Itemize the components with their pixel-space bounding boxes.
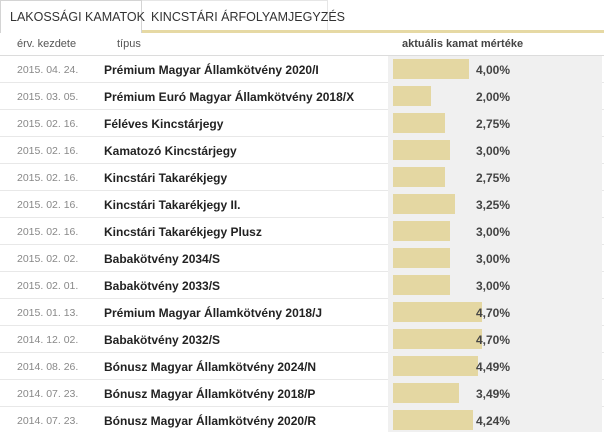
rate-bar — [393, 302, 482, 322]
row-rate-value: 4,24% — [476, 414, 511, 428]
row-security-name: Bónusz Magyar Államkötvény 2024/N — [104, 360, 317, 374]
rate-bar — [393, 113, 445, 133]
rates-table: 2015. 04. 24. Prémium Magyar Államkötvény… — [0, 56, 604, 432]
rate-bar — [393, 140, 450, 160]
table-row: 2015. 02. 16. Féléves Kincstárjegy 2,75% — [0, 110, 604, 137]
row-security-name: Prémium Euró Magyar Államkötvény 2018/X — [104, 90, 355, 104]
row-rate-cell: 3,25% — [388, 191, 602, 218]
row-rate-value: 2,75% — [476, 171, 511, 185]
row-rate-value: 4,00% — [476, 63, 511, 77]
rate-bar — [393, 221, 450, 241]
row-date: 2015. 02. 16. — [17, 226, 79, 238]
rate-bar — [393, 329, 482, 349]
row-rate-cell: 3,49% — [388, 380, 602, 407]
row-rate-cell: 3,00% — [388, 245, 602, 272]
rate-bar — [393, 383, 459, 403]
rate-bar — [393, 410, 473, 430]
row-rate-cell: 3,00% — [388, 272, 602, 299]
row-security-name: Babakötvény 2033/S — [104, 279, 221, 293]
table-row: 2014. 08. 26. Bónusz Magyar Államkötvény … — [0, 353, 604, 380]
row-rate-value: 3,00% — [476, 144, 511, 158]
table-row: 2015. 02. 02. Babakötvény 2034/S 3,00% — [0, 245, 604, 272]
row-rate-cell: 4,24% — [388, 407, 602, 432]
row-rate-value: 4,70% — [476, 306, 511, 320]
rate-bar — [393, 86, 431, 106]
rate-bar — [393, 167, 445, 187]
rate-bar — [393, 59, 469, 79]
row-rate-cell: 4,49% — [388, 353, 602, 380]
row-date: 2015. 02. 02. — [17, 253, 79, 265]
row-rate-value: 3,25% — [476, 198, 511, 212]
row-rate-cell: 2,75% — [388, 164, 602, 191]
row-security-name: Bónusz Magyar Államkötvény 2018/P — [104, 387, 316, 401]
row-rate-cell: 3,00% — [388, 137, 602, 164]
table-row: 2015. 02. 16. Kincstári Takarékjegy 2,75% — [0, 164, 604, 191]
row-rate-cell: 3,00% — [388, 218, 602, 245]
row-rate-value: 4,70% — [476, 333, 511, 347]
row-date: 2015. 02. 16. — [17, 118, 79, 130]
row-rate-cell: 4,00% — [388, 56, 602, 83]
row-rate-value: 3,00% — [476, 225, 511, 239]
row-date: 2014. 12. 02. — [17, 334, 79, 346]
row-rate-value: 3,00% — [476, 252, 511, 266]
rate-bar — [393, 356, 478, 376]
row-rate-value: 3,49% — [476, 387, 511, 401]
table-row: 2015. 01. 13. Prémium Magyar Államkötvény… — [0, 299, 604, 326]
table-row: 2014. 07. 23. Bónusz Magyar Államkötvény … — [0, 407, 604, 432]
row-security-name: Prémium Magyar Államkötvény 2018/J — [104, 306, 323, 320]
table-row: 2014. 07. 23. Bónusz Magyar Államkötvény … — [0, 380, 604, 407]
row-date: 2014. 07. 23. — [17, 415, 79, 427]
table-header: érv. kezdete típus aktuális kamat mérték… — [0, 33, 604, 55]
row-date: 2014. 08. 26. — [17, 361, 79, 373]
row-security-name: Kincstári Takarékjegy II. — [104, 198, 241, 212]
tab-kincstari-arfolyamjegyzes[interactable]: KINCSTÁRI ÁRFOLYAMJEGYZÉS — [142, 0, 345, 33]
row-rate-value: 3,00% — [476, 279, 511, 293]
header-divider — [0, 55, 604, 56]
table-row: 2015. 02. 16. Kincstári Takarékjegy Plusz… — [0, 218, 604, 245]
row-date: 2015. 03. 05. — [17, 91, 79, 103]
row-security-name: Bónusz Magyar Államkötvény 2020/R — [104, 414, 317, 428]
column-header-date: érv. kezdete — [17, 38, 77, 50]
table-row: 2014. 12. 02. Babakötvény 2032/S 4,70% — [0, 326, 604, 353]
tab-bar: LAKOSSÁGI KAMATOK KINCSTÁRI ÁRFOLYAMJEGY… — [0, 0, 604, 33]
table-row: 2015. 02. 16. Kincstári Takarékjegy II. 3,… — [0, 191, 604, 218]
rate-bar — [393, 248, 450, 268]
row-security-name: Kincstári Takarékjegy Plusz — [104, 225, 262, 239]
row-date: 2015. 02. 16. — [17, 172, 79, 184]
row-date: 2015. 02. 01. — [17, 280, 79, 292]
row-rate-cell: 2,75% — [388, 110, 602, 137]
row-rate-value: 4,49% — [476, 360, 511, 374]
row-rate-cell: 4,70% — [388, 299, 602, 326]
table-row: 2015. 02. 01. Babakötvény 2033/S 3,00% — [0, 272, 604, 299]
table-row: 2015. 02. 16. Kamatozó Kincstárjegy 3,00% — [0, 137, 604, 164]
row-rate-cell: 2,00% — [388, 83, 602, 110]
row-rate-value: 2,00% — [476, 90, 511, 104]
row-date: 2014. 07. 23. — [17, 388, 79, 400]
column-header-rate: aktuális kamat mértéke — [402, 38, 524, 50]
row-security-name: Kincstári Takarékjegy — [104, 171, 228, 185]
tab-lakossagi-kamatok[interactable]: LAKOSSÁGI KAMATOK — [0, 0, 145, 33]
table-row: 2015. 03. 05. Prémium Euró Magyar Államkö… — [0, 83, 604, 110]
table-row: 2015. 04. 24. Prémium Magyar Államkötvény… — [0, 56, 604, 83]
row-date: 2015. 04. 24. — [17, 64, 79, 76]
tab-underline — [0, 30, 604, 33]
row-date: 2015. 02. 16. — [17, 145, 79, 157]
row-security-name: Kamatozó Kincstárjegy — [104, 144, 237, 158]
row-security-name: Prémium Magyar Államkötvény 2020/I — [104, 63, 319, 77]
row-rate-value: 2,75% — [476, 117, 511, 131]
row-security-name: Babakötvény 2032/S — [104, 333, 221, 347]
rate-bar — [393, 194, 455, 214]
row-security-name: Babakötvény 2034/S — [104, 252, 221, 266]
row-date: 2015. 01. 13. — [17, 307, 79, 319]
rate-bar — [393, 275, 450, 295]
row-date: 2015. 02. 16. — [17, 199, 79, 211]
row-security-name: Féléves Kincstárjegy — [104, 117, 224, 131]
row-rate-cell: 4,70% — [388, 326, 602, 353]
column-header-type: típus — [117, 38, 141, 50]
